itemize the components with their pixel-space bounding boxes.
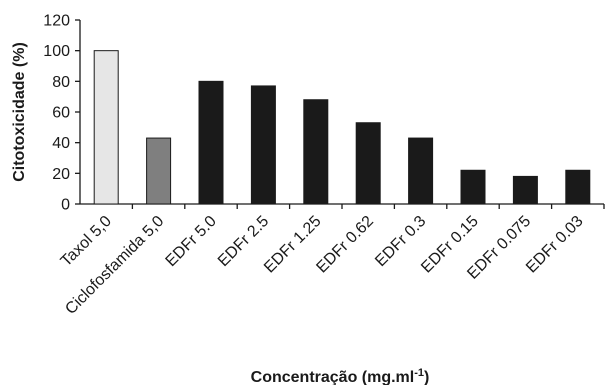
x-axis-title-main: Concentração (mg.ml xyxy=(251,369,415,385)
bar xyxy=(198,80,224,205)
bar xyxy=(460,169,486,205)
y-tick-label: 40 xyxy=(52,135,70,152)
x-tick-label: Ciclofosfamida 5,0 xyxy=(62,213,167,318)
bar xyxy=(250,85,276,205)
y-tick-label: 120 xyxy=(43,13,70,30)
x-tick-label: EDFr 0.03 xyxy=(523,213,587,277)
x-tick-label: EDFr 0.62 xyxy=(313,213,377,277)
bar xyxy=(93,50,119,205)
bar xyxy=(408,137,434,205)
y-tick-label: 100 xyxy=(43,43,70,60)
y-tick-label: 60 xyxy=(52,105,70,122)
bar xyxy=(303,99,329,205)
y-tick-label: 0 xyxy=(61,197,70,214)
x-axis-title-close: ) xyxy=(424,369,429,385)
bars xyxy=(93,50,591,205)
bar xyxy=(565,169,591,205)
bar xyxy=(512,175,538,205)
x-axis xyxy=(80,203,605,209)
y-axis-title: Citotoxicidade (%) xyxy=(11,42,28,182)
bar xyxy=(355,122,381,205)
bar xyxy=(146,137,172,205)
y-axis: 0 20 40 60 80 100 120 xyxy=(43,13,81,214)
x-axis-title: Concentração (mg.ml-1) xyxy=(251,367,430,385)
y-tick-label: 20 xyxy=(52,166,70,183)
x-axis-title-superscript: -1 xyxy=(414,367,424,379)
x-tick-label: EDFr 5.0 xyxy=(163,213,220,270)
y-tick-label: 80 xyxy=(52,74,70,91)
